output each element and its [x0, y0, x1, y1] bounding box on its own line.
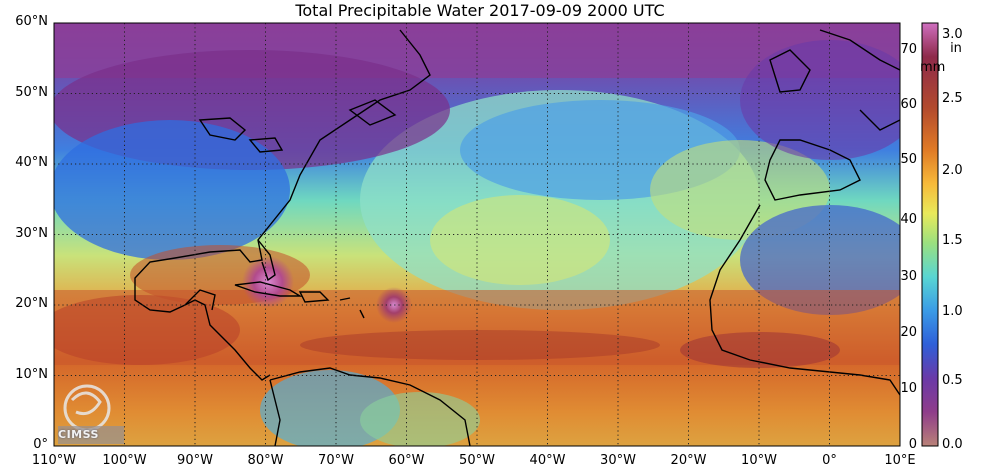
cimss-logo — [58, 384, 124, 444]
cb-mm-50: 50 — [900, 152, 917, 167]
lon-label-20w: 20°W — [670, 453, 707, 468]
lon-label-10w: 10°W — [741, 453, 777, 468]
lat-label-50n: 50°N — [15, 85, 48, 100]
cimss-logo-text: CIMSS — [58, 428, 99, 441]
cb-in-1-0: 1.0 — [942, 304, 963, 319]
lat-label-20n: 20°N — [15, 296, 48, 311]
lon-label-110w: 110°W — [31, 453, 77, 468]
cb-in-1-5: 1.5 — [942, 233, 963, 248]
cb-mm-unit: mm — [920, 60, 946, 75]
cb-in-0-5: 0.5 — [942, 373, 963, 388]
hurricane-irma — [242, 256, 294, 308]
cb-mm-70: 70 — [900, 42, 917, 57]
lat-label-40n: 40°N — [15, 155, 48, 170]
lat-label-60n: 60°N — [15, 14, 48, 29]
cb-mm-10: 10 — [900, 381, 917, 396]
cb-mm-40: 40 — [900, 212, 917, 227]
map-title: Total Precipitable Water 2017-09-09 2000… — [295, 1, 665, 20]
coastlines — [134, 29, 900, 446]
lon-label-60w: 60°W — [388, 453, 425, 468]
cb-in-0-0: 0.0 — [942, 437, 963, 452]
lon-label-50w: 50°W — [459, 453, 495, 468]
tpw-field — [54, 23, 900, 446]
cb-in-2-0: 2.0 — [942, 163, 963, 178]
lon-label-0: 0° — [822, 453, 837, 468]
cb-in-2-5: 2.5 — [942, 91, 963, 106]
lon-label-40w: 40°W — [529, 453, 566, 468]
cb-in-3-0: 3.0 — [942, 27, 963, 42]
cb-mm-60: 60 — [900, 97, 917, 112]
cb-mm-0: 0 — [908, 437, 917, 452]
lon-label-30w: 30°W — [600, 453, 636, 468]
lat-label-30n: 30°N — [15, 226, 48, 241]
lon-label-90w: 90°W — [177, 453, 213, 468]
lat-label-10n: 10°N — [15, 367, 48, 382]
tropical-storm-jose — [376, 287, 412, 323]
lat-label-0: 0° — [33, 437, 48, 452]
lon-label-10e: 10°E — [884, 453, 916, 468]
colorbar — [921, 22, 939, 447]
cb-mm-30: 30 — [900, 269, 917, 284]
cb-mm-20: 20 — [900, 325, 917, 340]
cb-in-unit: in — [950, 41, 962, 56]
lon-label-70w: 70°W — [318, 453, 354, 468]
lon-label-100w: 100°W — [102, 453, 147, 468]
lon-label-80w: 80°W — [247, 453, 284, 468]
plot-frame — [53, 22, 901, 447]
